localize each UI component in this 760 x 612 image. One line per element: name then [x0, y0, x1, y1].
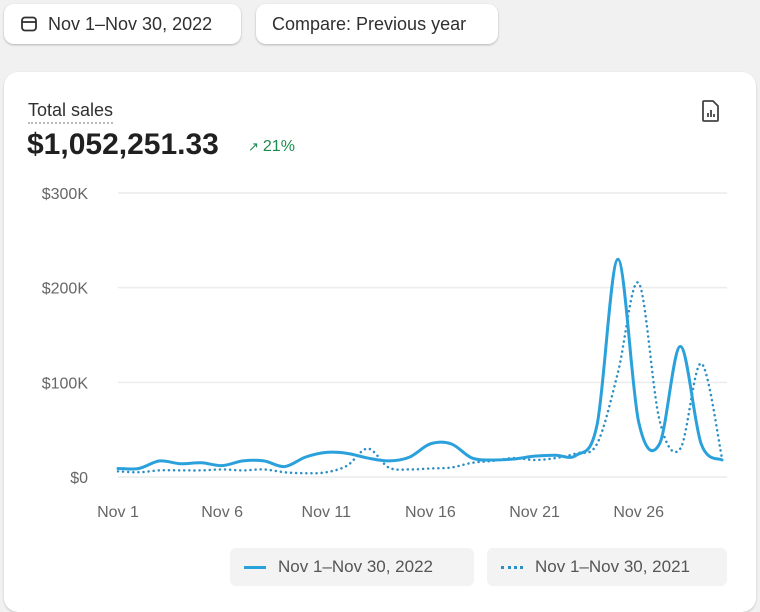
change-badge: ↗ 21% [248, 138, 295, 156]
x-tick-label: Nov 21 [509, 504, 560, 521]
report-icon[interactable] [700, 99, 722, 128]
y-tick-label: $100K [42, 375, 89, 392]
total-sales-value: $1,052,251.33 [27, 128, 219, 161]
y-tick-label: $200K [42, 281, 89, 298]
date-range-label: Nov 1–Nov 30, 2022 [48, 13, 213, 34]
legend-label: Nov 1–Nov 30, 2022 [278, 557, 433, 576]
compare-button[interactable]: Compare: Previous year [256, 4, 498, 44]
series-line-2021 [116, 281, 724, 475]
change-value: 21% [262, 138, 295, 155]
solid-line-swatch [244, 565, 266, 569]
series-line-2022 [116, 257, 724, 471]
x-tick-label: Nov 26 [613, 504, 664, 521]
x-tick-label: Nov 1 [97, 504, 139, 521]
dotted-line-swatch [501, 565, 523, 569]
card-title[interactable]: Total sales [28, 100, 114, 124]
legend-item-2021[interactable]: Nov 1–Nov 30, 2021 [487, 548, 727, 586]
legend-item-2022[interactable]: Nov 1–Nov 30, 2022 [230, 548, 474, 586]
y-tick-label: $300K [42, 186, 89, 203]
arrow-up-right-icon: ↗ [248, 139, 259, 154]
legend-label: Nov 1–Nov 30, 2021 [535, 557, 690, 576]
compare-label: Compare: Previous year [272, 13, 467, 34]
date-range-button[interactable]: Nov 1–Nov 30, 2022 [4, 4, 241, 44]
x-tick-label: Nov 11 [302, 504, 352, 521]
x-tick-label: Nov 16 [405, 504, 456, 521]
x-tick-label: Nov 6 [201, 504, 243, 521]
y-tick-label: $0 [70, 470, 88, 487]
calendar-icon [21, 16, 37, 32]
